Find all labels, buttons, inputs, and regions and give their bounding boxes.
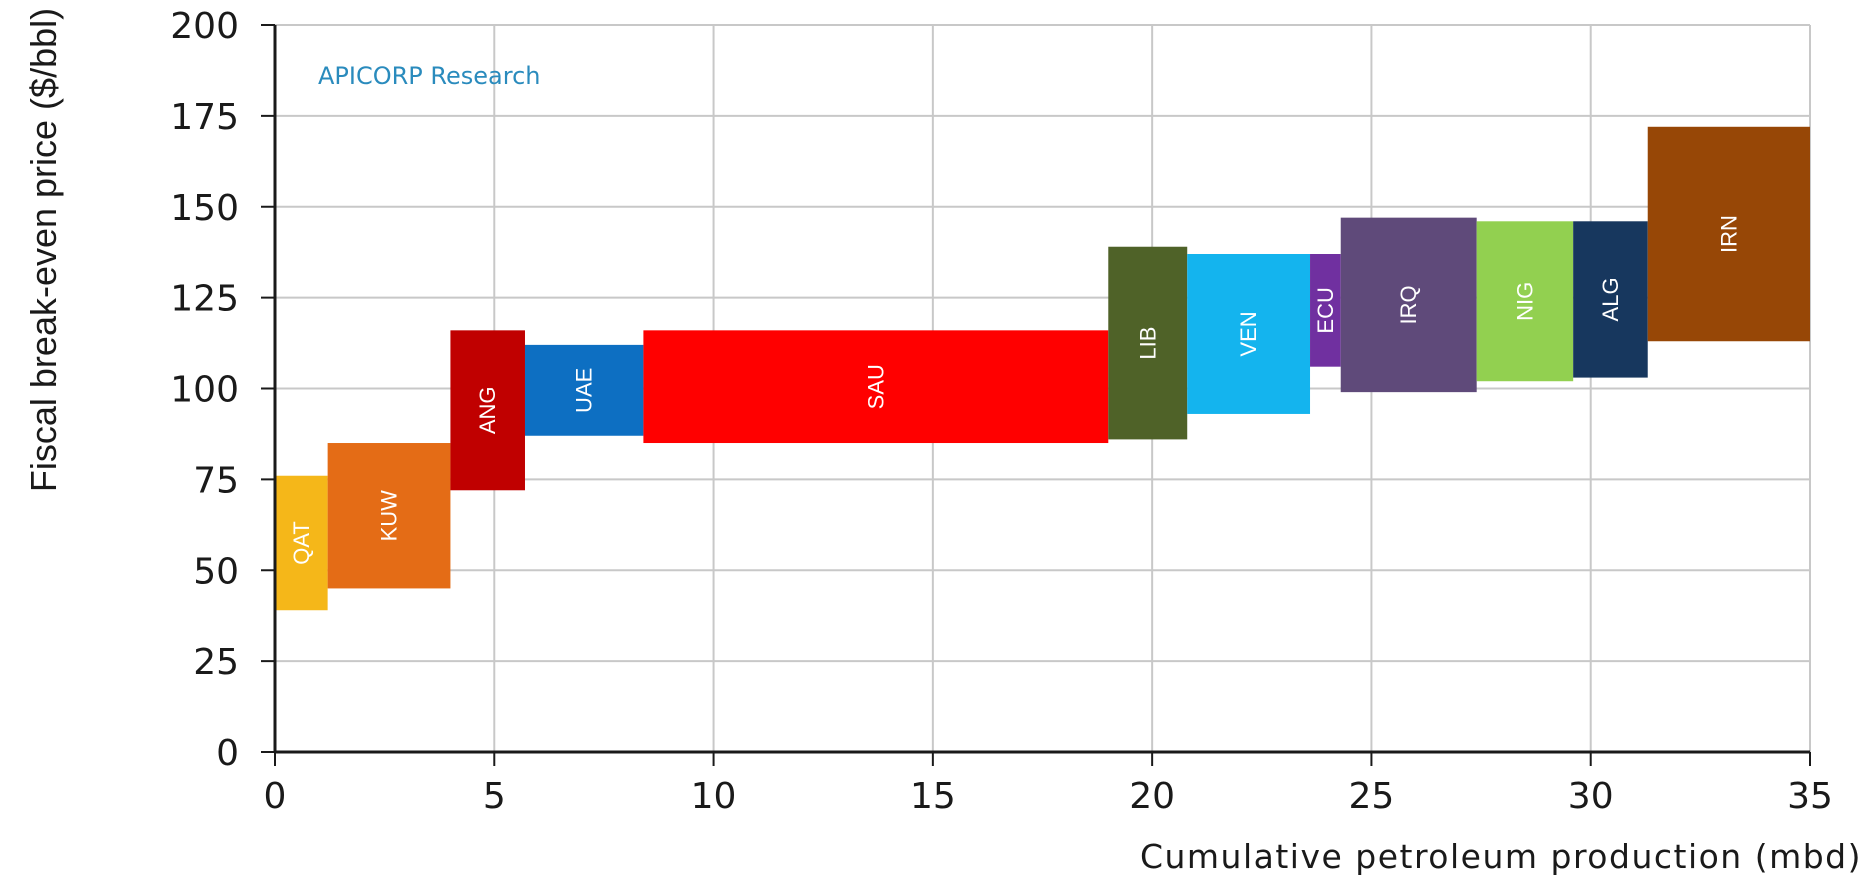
- x-tick-label: 20: [1129, 776, 1175, 817]
- bar-ang: ANG: [450, 330, 525, 490]
- y-tick-label: 75: [193, 460, 239, 501]
- bar-label: VEN: [1236, 311, 1261, 356]
- bars: QAT KUW ANG UAE SAU LIB VEN ECU IRQ NIG ALG IRN: [275, 127, 1810, 610]
- bar-label: ECU: [1313, 287, 1338, 333]
- bar-ecu: ECU: [1310, 254, 1341, 367]
- bar-lib: LIB: [1108, 247, 1187, 440]
- bar-uae: UAE: [525, 345, 643, 436]
- bar-sau: SAU: [643, 330, 1108, 443]
- x-tick-label: 25: [1349, 776, 1395, 817]
- bar-nig: NIG: [1477, 221, 1573, 381]
- y-tick-label: 175: [170, 97, 239, 138]
- y-axis-title: Fiscal break-even price ($/bbl): [23, 8, 64, 492]
- bar-label: QAT: [289, 521, 314, 565]
- bar-label: IRQ: [1396, 285, 1421, 324]
- x-tick-label: 35: [1787, 776, 1833, 817]
- y-tick-label: 50: [193, 551, 239, 592]
- y-tick-label: 200: [170, 6, 239, 47]
- x-tick-label: 10: [691, 776, 737, 817]
- x-axis-title: Cumulative petroleum production (mbd): [1140, 837, 1862, 876]
- x-tick-label: 0: [264, 776, 287, 817]
- x-tick-label: 30: [1568, 776, 1614, 817]
- bar-kuw: KUW: [328, 443, 451, 588]
- bar-label: KUW: [377, 490, 402, 542]
- annotation-text: APICORP Research: [318, 62, 540, 90]
- y-tick-label: 25: [193, 642, 239, 683]
- y-tick-label: 150: [170, 188, 239, 229]
- y-tick-label: 0: [216, 733, 239, 774]
- x-tick-label: 5: [483, 776, 506, 817]
- y-tick-label: 125: [170, 279, 239, 320]
- bar-ven: VEN: [1187, 254, 1310, 414]
- bar-label: LIB: [1135, 327, 1160, 360]
- bar-irn: IRN: [1648, 127, 1810, 341]
- x-tick-label: 15: [910, 776, 956, 817]
- y-tick-label: 100: [170, 370, 239, 411]
- bar-label: ANG: [475, 386, 500, 434]
- bar-label: NIG: [1512, 282, 1537, 321]
- bar-label: ALG: [1598, 277, 1623, 321]
- bar-label: IRN: [1716, 215, 1741, 253]
- bar-irq: IRQ: [1341, 218, 1477, 392]
- bar-label: SAU: [863, 364, 888, 409]
- bar-label: UAE: [572, 368, 597, 413]
- bar-alg: ALG: [1573, 221, 1648, 377]
- bar-qat: QAT: [275, 476, 328, 610]
